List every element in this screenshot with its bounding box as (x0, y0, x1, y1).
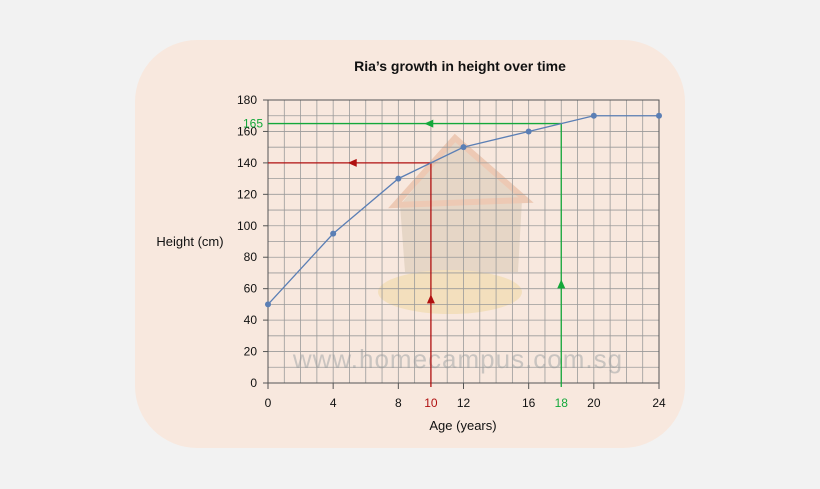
x-tick-label: 12 (457, 396, 471, 410)
data-point (590, 112, 597, 119)
chart-card (135, 40, 685, 448)
x-tick-label: 0 (265, 396, 272, 410)
y-tick-label: 160 (237, 124, 257, 138)
y-tick-labels: 0 20 40 60 80 100 120 140 160 180 (237, 93, 257, 390)
data-point (330, 230, 337, 237)
y-tick-label: 120 (237, 187, 257, 201)
watermark-text: www.homecampus.com.sg (292, 344, 623, 374)
y-axis-label: Height (cm) (156, 234, 223, 249)
annotation-arrow-left (424, 119, 434, 128)
annotation-x-label: 10 (424, 396, 438, 410)
chart-title: Ria’s growth in height over time (354, 58, 566, 74)
data-point (460, 144, 467, 151)
annotation-arrow-left (347, 158, 357, 167)
x-axis-label: Age (years) (429, 418, 496, 433)
x-tick-label: 8 (395, 396, 402, 410)
annotation-arrow-up (557, 279, 566, 289)
y-tick-label: 20 (244, 345, 258, 359)
annotation-y-label: 165 (243, 117, 263, 131)
annotations: 10 18 165 (243, 117, 568, 410)
y-tick-label: 180 (237, 93, 257, 107)
y-tick-label: 140 (237, 156, 257, 170)
y-tick-label: 100 (237, 219, 257, 233)
y-tick-label: 40 (244, 313, 258, 327)
data-point (656, 112, 662, 119)
x-tick-label: 24 (652, 396, 666, 410)
x-tick-label: 4 (330, 396, 337, 410)
data-point (265, 301, 271, 308)
x-tick-label: 16 (522, 396, 536, 410)
data-point (395, 175, 402, 182)
x-tick-labels: 0 4 8 12 16 20 24 (265, 396, 666, 410)
y-tick-label: 80 (244, 250, 258, 264)
plot-frame (263, 99, 660, 389)
x-tick-label: 20 (587, 396, 601, 410)
annotation-arrow-up (426, 294, 435, 304)
series-line (265, 112, 662, 308)
data-point (525, 128, 532, 135)
y-tick-label: 0 (250, 376, 257, 390)
y-tick-label: 60 (244, 282, 258, 296)
annotation-x-label: 18 (555, 396, 569, 410)
